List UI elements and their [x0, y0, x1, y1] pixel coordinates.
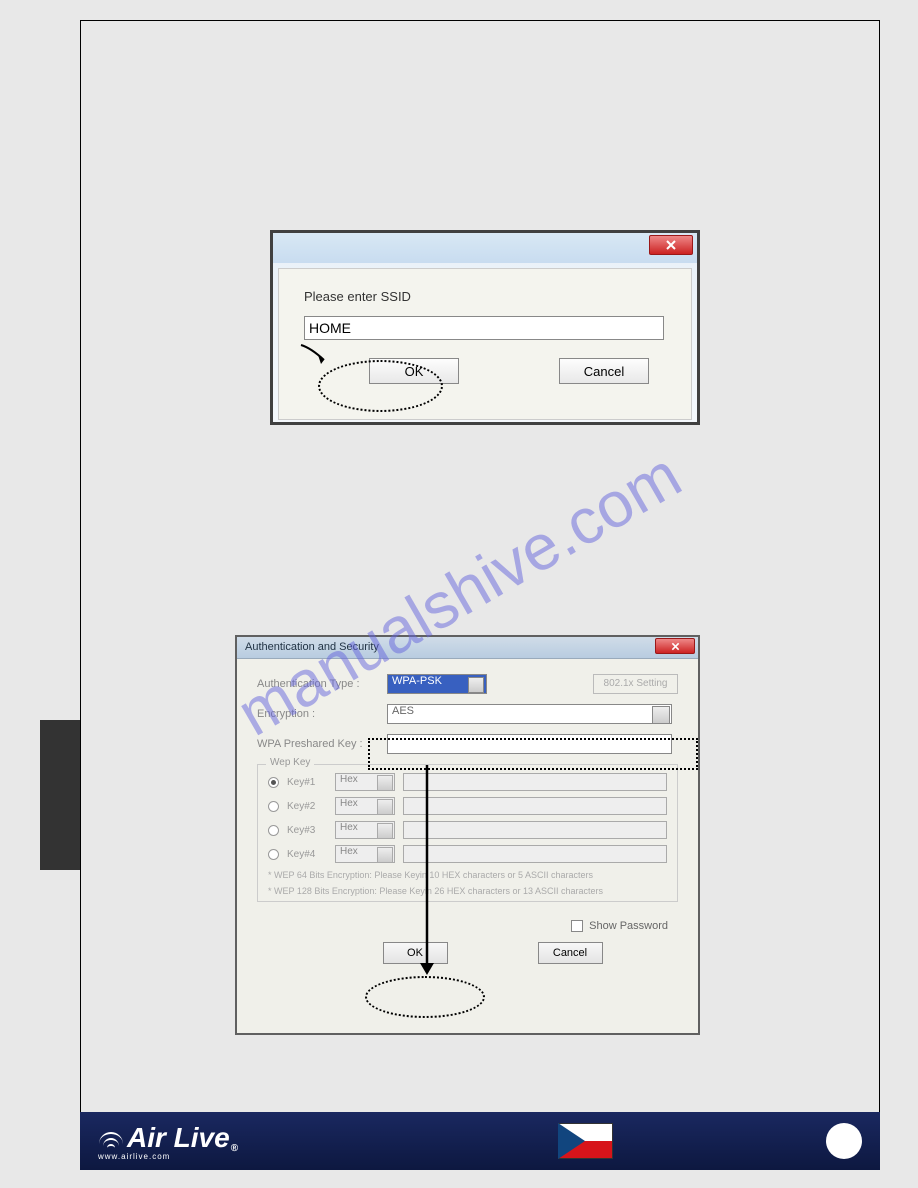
auth-dialog-body: Authentication Type : WPA-PSK 802.1x Set…	[237, 659, 698, 979]
registered-icon: ®	[231, 1143, 238, 1154]
radio-icon[interactable]	[268, 801, 279, 812]
czech-flag-icon	[558, 1123, 613, 1159]
encryption-value: AES	[392, 705, 414, 717]
wifi-icon	[98, 1128, 124, 1154]
wep-key-row: Key#3 Hex	[268, 821, 667, 839]
close-icon[interactable]	[649, 235, 693, 255]
wep-note-2: * WEP 128 Bits Encryption: Please Keyin …	[268, 885, 667, 897]
auth-type-select[interactable]: WPA-PSK	[387, 674, 487, 694]
checkbox-icon	[571, 920, 583, 932]
ssid-input[interactable]	[304, 316, 664, 340]
wep-key-label: Key#3	[287, 825, 327, 836]
hex-select[interactable]: Hex	[335, 821, 395, 839]
psk-input[interactable]	[387, 734, 672, 754]
footer-bar: Air Live® www.airlive.com	[80, 1112, 880, 1170]
page-indicator	[826, 1123, 862, 1159]
close-icon[interactable]	[655, 638, 695, 654]
hex-select[interactable]: Hex	[335, 773, 395, 791]
wep-key-label: Key#4	[287, 849, 327, 860]
ssid-dialog-body: Please enter SSID OK Cancel	[278, 268, 692, 420]
wep-group: Wep Key Key#1HexKey#2HexKey#3HexKey#4Hex…	[257, 764, 678, 902]
hex-select[interactable]: Hex	[335, 797, 395, 815]
radio-icon[interactable]	[268, 825, 279, 836]
side-tab	[40, 720, 80, 870]
auth-dialog-titlebar[interactable]: Authentication and Security	[237, 637, 698, 659]
brand-text: Air Live	[127, 1122, 230, 1154]
cancel-button[interactable]: Cancel	[559, 358, 649, 384]
auth-dialog: Authentication and Security Authenticati…	[235, 635, 700, 1035]
ok-button[interactable]: OK	[369, 358, 459, 384]
ssid-dialog-titlebar[interactable]	[273, 233, 697, 263]
8021x-button[interactable]: 802.1x Setting	[593, 674, 678, 694]
wep-legend: Wep Key	[266, 757, 314, 768]
wep-key-input[interactable]	[403, 845, 667, 863]
ssid-prompt: Please enter SSID	[304, 289, 666, 304]
wep-key-row: Key#1 Hex	[268, 773, 667, 791]
wep-key-input[interactable]	[403, 797, 667, 815]
ssid-dialog: Please enter SSID OK Cancel	[270, 230, 700, 425]
psk-label: WPA Preshared Key :	[257, 738, 387, 750]
wep-key-input[interactable]	[403, 821, 667, 839]
ok-button[interactable]: OK	[383, 942, 448, 964]
wep-key-input[interactable]	[403, 773, 667, 791]
cancel-button[interactable]: Cancel	[538, 942, 603, 964]
encryption-select[interactable]: AES	[387, 704, 672, 724]
auth-dialog-title: Authentication and Security	[245, 641, 379, 653]
wep-key-label: Key#2	[287, 801, 327, 812]
show-password-checkbox[interactable]: Show Password	[571, 920, 668, 932]
show-password-label: Show Password	[589, 920, 668, 932]
radio-icon[interactable]	[268, 777, 279, 788]
wep-key-label: Key#1	[287, 777, 327, 788]
radio-icon[interactable]	[268, 849, 279, 860]
auth-type-value: WPA-PSK	[392, 675, 442, 687]
wep-key-row: Key#4 Hex	[268, 845, 667, 863]
hex-select[interactable]: Hex	[335, 845, 395, 863]
auth-type-label: Authentication Type :	[257, 678, 387, 690]
encryption-label: Encryption :	[257, 708, 387, 720]
brand-logo: Air Live® www.airlive.com	[98, 1122, 238, 1161]
wep-key-row: Key#2 Hex	[268, 797, 667, 815]
wep-note-1: * WEP 64 Bits Encryption: Please Keyin 1…	[268, 869, 667, 881]
